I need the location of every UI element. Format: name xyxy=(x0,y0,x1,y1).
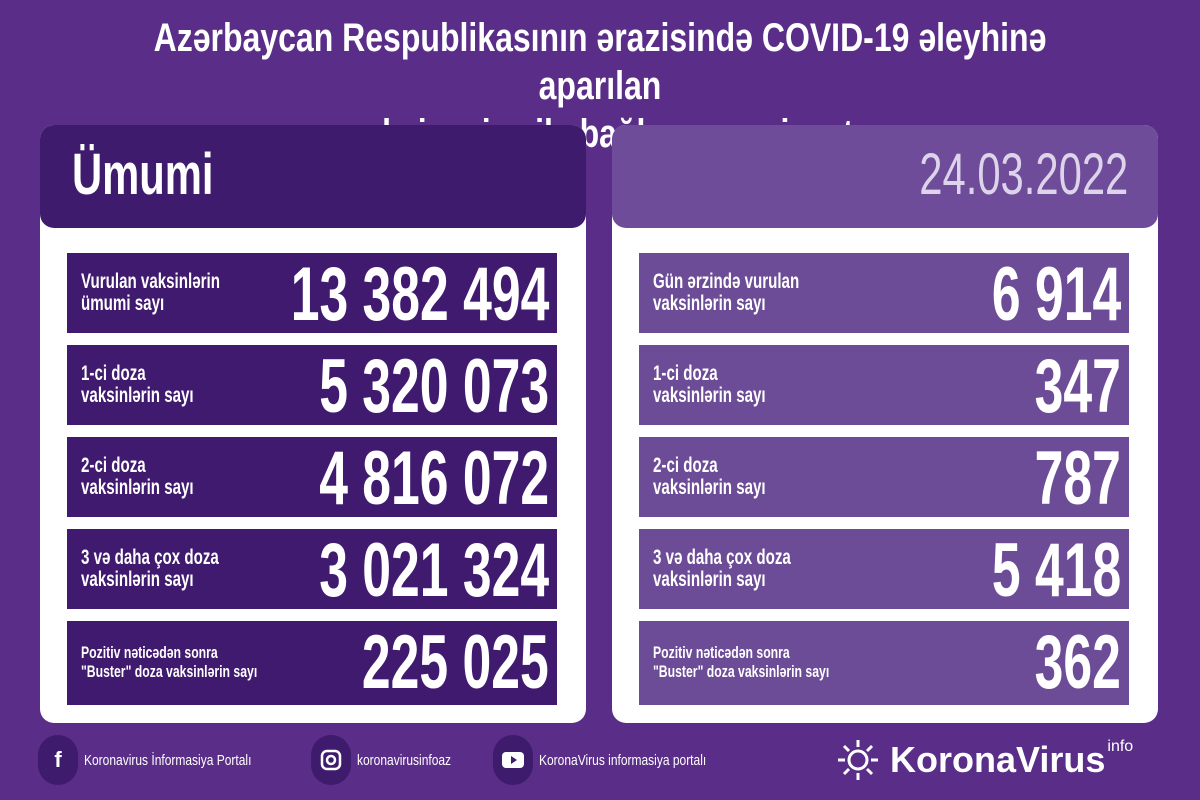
total-card: Ümumi Vurulan vaksinlərin ümumi sayı 13 38… xyxy=(40,125,586,723)
stat-row: 2-ci doza vaksinlərin sayı 4 816 072 xyxy=(67,437,557,517)
stat-value: 5 418 xyxy=(991,528,1121,613)
stat-row: 2-ci doza vaksinlərin sayı 787 xyxy=(639,437,1129,517)
youtube-icon xyxy=(492,735,533,785)
stat-value: 5 320 073 xyxy=(319,344,549,429)
stat-value: 3 021 324 xyxy=(319,528,549,613)
virus-sun-icon xyxy=(838,740,878,780)
stat-row: 1-ci doza vaksinlərin sayı 347 xyxy=(639,345,1129,425)
stat-label: Pozitiv nəticədən sonra "Buster" doza vak… xyxy=(81,643,258,681)
stat-row: Vurulan vaksinlərin ümumi sayı 13 382 494 xyxy=(67,253,557,333)
stat-value: 4 816 072 xyxy=(319,436,549,521)
daily-card: 24.03.2022 Gün ərzində vurulan vaksinləri… xyxy=(612,125,1158,723)
stat-row: 1-ci doza vaksinlərin sayı 5 320 073 xyxy=(67,345,557,425)
footer: f Koronavirus İnformasiya Portalı koronav… xyxy=(38,735,766,785)
stat-label: 2-ci doza vaksinlərin sayı xyxy=(653,454,766,499)
logo-sup: info xyxy=(1107,738,1134,755)
stat-row: Pozitiv nəticədən sonra "Buster" doza vak… xyxy=(639,621,1129,705)
total-header: Ümumi xyxy=(40,125,586,228)
koronavirus-logo: KoronaVirus info xyxy=(836,738,1133,782)
title-line-1: Azərbaycan Respublikasının ərazisində CO… xyxy=(153,16,1047,108)
stat-value: 787 xyxy=(1034,436,1121,521)
youtube-text: KoronaVirus informasiya portalı xyxy=(538,751,707,769)
logo-text: KoronaVirus xyxy=(890,739,1106,780)
stat-label: 1-ci doza vaksinlərin sayı xyxy=(81,362,194,407)
date-header: 24.03.2022 xyxy=(612,125,1158,228)
facebook-link[interactable]: f Koronavirus İnformasiya Portalı xyxy=(38,735,293,785)
instagram-icon xyxy=(311,735,352,785)
instagram-text: koronavirusinfoaz xyxy=(357,751,452,769)
facebook-icon: f xyxy=(38,735,78,785)
stat-label: Gün ərzində vurulan vaksinlərin sayı xyxy=(653,270,800,315)
stat-label: 2-ci doza vaksinlərin sayı xyxy=(81,454,194,499)
stat-row: 3 və daha çox doza vaksinlərin sayı 3 021 … xyxy=(67,529,557,609)
facebook-text: Koronavirus İnformasiya Portalı xyxy=(84,751,252,769)
stat-row: Pozitiv nəticədən sonra "Buster" doza vak… xyxy=(67,621,557,705)
stat-value: 13 382 494 xyxy=(290,252,549,337)
instagram-link[interactable]: koronavirusinfoaz xyxy=(311,735,475,785)
stat-label: 1-ci doza vaksinlərin sayı xyxy=(653,362,766,407)
total-header-text: Ümumi xyxy=(72,142,214,207)
youtube-link[interactable]: KoronaVirus informasiya portalı xyxy=(492,735,748,785)
stat-value: 362 xyxy=(1034,620,1121,705)
stat-value: 225 025 xyxy=(362,620,549,705)
stat-value: 347 xyxy=(1034,344,1121,429)
stat-value: 6 914 xyxy=(991,252,1121,337)
stat-label: 3 və daha çox doza vaksinlərin sayı xyxy=(81,546,219,591)
date-text: 24.03.2022 xyxy=(918,142,1128,207)
stat-label: Vurulan vaksinlərin ümumi sayı xyxy=(81,270,220,315)
stat-row: Gün ərzində vurulan vaksinlərin sayı 6 914 xyxy=(639,253,1129,333)
stat-label: Pozitiv nəticədən sonra "Buster" doza vak… xyxy=(653,643,830,681)
stat-label: 3 və daha çox doza vaksinlərin sayı xyxy=(653,546,791,591)
stat-row: 3 və daha çox doza vaksinlərin sayı 5 418 xyxy=(639,529,1129,609)
